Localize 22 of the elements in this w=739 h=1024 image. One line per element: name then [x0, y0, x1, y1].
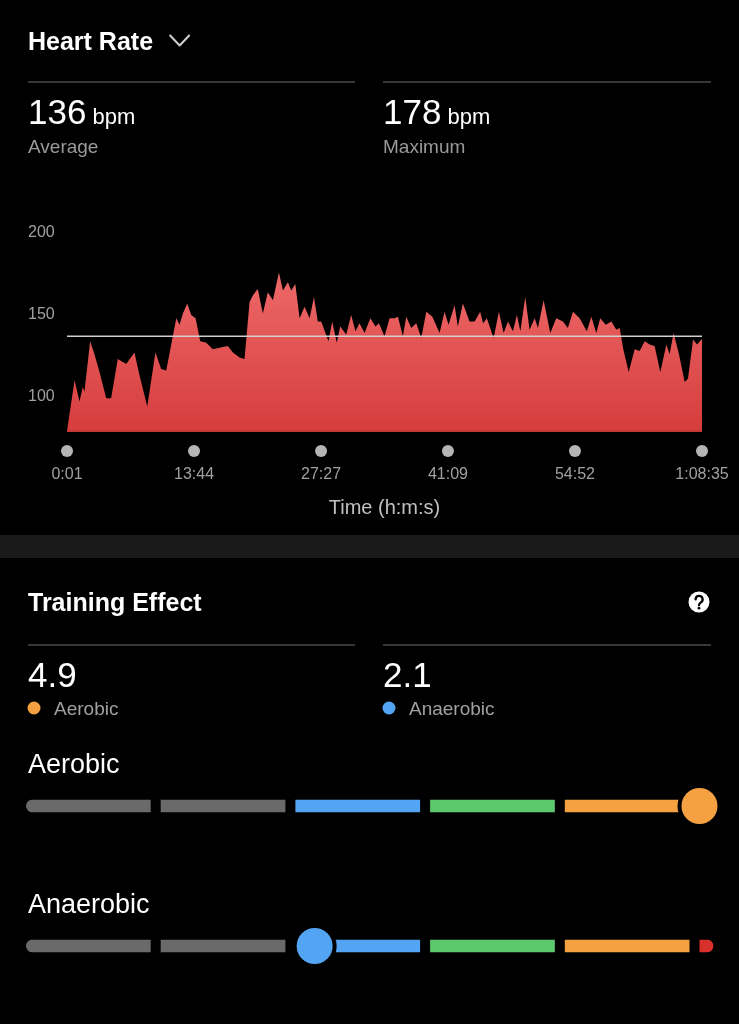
- chart-title: Heart Rate: [28, 27, 154, 55]
- category-label: Aerobic: [28, 749, 120, 779]
- x-tick-label: 0:01: [51, 464, 83, 482]
- category-label: Anaerobic: [28, 889, 150, 919]
- category-label: Anaerobic: [409, 697, 495, 719]
- x-tick-label: 41:09: [427, 464, 469, 482]
- y-tick-label: 200: [28, 223, 55, 241]
- text: 136 bpm: [28, 92, 136, 131]
- x-tick-label: 54:52: [554, 464, 596, 482]
- x-tick-label: 27:27: [301, 464, 342, 482]
- x-tick-label: 13:44: [174, 464, 215, 482]
- text: Maximum: [383, 136, 466, 157]
- y-tick-label: 150: [28, 304, 55, 322]
- text: Average: [28, 136, 99, 157]
- data-label: 2.1: [383, 655, 432, 694]
- x-axis-title: Time (h:m:s): [328, 496, 441, 518]
- data-label: 4.9: [28, 655, 77, 694]
- x-tick-label: 1:08:35: [675, 464, 729, 482]
- category-label: Aerobic: [54, 697, 119, 719]
- text: Training Effect: [28, 588, 203, 616]
- text: 178 bpm: [383, 92, 491, 131]
- y-tick-label: 100: [28, 386, 55, 404]
